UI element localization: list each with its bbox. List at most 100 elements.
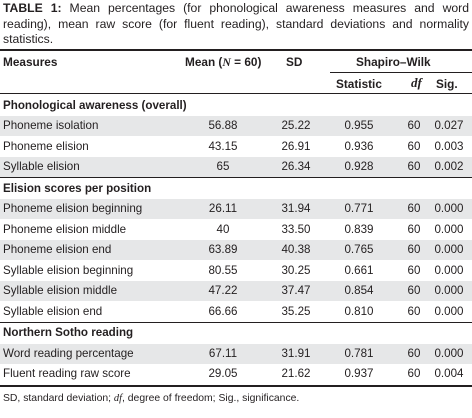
table-row: Phoneme elision 43.15 26.91 0.936 60 0.003 [0,137,472,157]
sig-cell: 0.000 [434,346,464,360]
statistic-cell: 0.781 [344,346,374,360]
header-sd: SD [286,55,303,69]
table-row: Phoneme elision middle 40 33.50 0.839 60 0.00… [0,220,472,240]
mean-cell: 40 [216,222,230,236]
section-divider [0,177,472,178]
statistic-cell: 0.854 [344,284,374,297]
section-title: Northern Sotho reading [3,326,134,339]
sd-cell: 33.50 [281,222,311,236]
measure-cell: Fluent reading raw score [3,367,131,380]
table-row: Phoneme isolation 56.88 25.22 0.955 60 0.027 [0,116,472,136]
df-cell: 60 [407,202,421,215]
measure-cell: Word reading percentage [3,346,134,360]
sd-cell: 25.22 [281,119,311,132]
section-row: Elision scores per position [0,179,472,199]
table-row: Word reading percentage 67.11 31.91 0.781 60… [0,343,472,364]
df-cell: 60 [407,139,421,153]
header-sig: Sig. [436,77,458,91]
statistic-cell: 0.765 [344,243,374,256]
sd-cell: 31.94 [281,202,311,215]
section-title: Elision scores per position [3,181,152,195]
mean-cell: 63.89 [208,243,238,256]
mean-cell: 43.15 [208,139,238,153]
measure-cell: Syllable elision middle [3,284,118,297]
sig-cell: 0.000 [434,304,464,318]
measure-cell: Phoneme elision end [3,243,112,256]
table-caption: TABLE 1: Mean percentages (for phonologi… [3,1,469,48]
table-row: Fluent reading raw score 29.05 21.62 0.937 6… [0,364,472,384]
section-divider [0,321,472,323]
statistic-cell: 0.810 [344,304,374,318]
statistic-cell: 0.936 [344,139,374,153]
sd-cell: 40.38 [281,243,311,256]
sig-cell: 0.000 [434,202,464,215]
table-row: Syllable elision beginning 80.55 30.25 0.66… [0,261,472,281]
caption-text: Mean percentages (for phonological aware… [3,1,469,46]
table-row: Syllable elision end 66.66 35.25 0.810 60 0.0… [0,302,472,322]
statistic-cell: 0.937 [344,367,374,380]
df-cell: 60 [407,160,421,173]
df-cell: 60 [407,119,421,132]
statistic-cell: 0.771 [344,202,374,215]
measure-cell: Syllable elision end [3,304,103,318]
sig-cell: 0.000 [434,222,464,236]
df-cell: 60 [407,284,421,297]
table-row: Phoneme elision beginning 26.11 31.94 0.771… [0,199,472,219]
table-row: Phoneme elision end 63.89 40.38 0.765 60 0.00… [0,240,472,260]
header-shapiro-wilk: Shapiro–Wilk [356,55,431,69]
sd-cell: 35.25 [281,304,311,318]
measure-cell: Syllable elision beginning [3,263,134,277]
measure-cell: Syllable elision [3,160,80,173]
mean-cell: 80.55 [208,263,238,277]
sd-cell: 26.91 [281,139,311,153]
df-cell: 60 [407,243,421,256]
sig-cell: 0.027 [434,119,464,132]
statistic-cell: 0.955 [344,119,374,132]
mean-cell: 66.66 [208,304,238,318]
sig-cell: 0.000 [434,284,464,297]
sig-cell: 0.004 [434,367,464,380]
statistic-cell: 0.839 [344,222,374,236]
table-row: Syllable elision 65 26.34 0.928 60 0.002 [0,157,472,177]
measure-cell: Phoneme isolation [3,119,99,132]
header-measures: Measures [3,55,58,69]
sd-cell: 31.91 [281,346,311,360]
header-bottom-rule [0,93,472,94]
sig-cell: 0.003 [434,139,464,153]
sd-cell: 26.34 [281,160,311,173]
mean-cell: 67.11 [208,346,238,360]
section-row: Phonological awareness (overall) [0,96,472,116]
section-title: Phonological awareness (overall) [3,98,187,112]
sd-cell: 21.62 [281,367,311,380]
caption-label: TABLE 1: [3,1,62,15]
mean-cell: 29.05 [208,367,238,380]
header-statistic: Statistic [336,77,382,91]
sig-cell: 0.000 [434,243,464,256]
df-cell: 60 [407,367,421,380]
sig-cell: 0.000 [434,263,464,277]
sd-cell: 37.47 [281,284,311,297]
sig-cell: 0.002 [434,160,464,173]
measure-cell: Phoneme elision [3,139,89,153]
statistic-cell: 0.928 [344,160,374,173]
mean-cell: 47.22 [208,284,238,297]
bottom-rule [0,385,472,387]
header-df: df [411,75,422,90]
table-row: Syllable elision middle 47.22 37.47 0.854 60… [0,281,472,301]
mean-cell: 26.11 [208,202,238,215]
header-mean: Mean (N = 60) [185,55,262,69]
section-row: Northern Sotho reading [0,323,472,343]
sd-cell: 30.25 [281,263,311,277]
measure-cell: Phoneme elision middle [3,222,127,236]
measure-cell: Phoneme elision beginning [3,202,143,215]
statistic-cell: 0.661 [344,263,374,277]
df-cell: 60 [407,346,421,360]
table-footnote: SD, standard deviation; df, degree of fr… [3,393,300,404]
df-cell: 60 [407,304,421,318]
df-cell: 60 [407,222,421,236]
shapiro-rule [330,72,472,73]
top-rule [0,49,472,51]
mean-cell: 56.88 [208,119,238,132]
mean-cell: 65 [216,160,230,173]
